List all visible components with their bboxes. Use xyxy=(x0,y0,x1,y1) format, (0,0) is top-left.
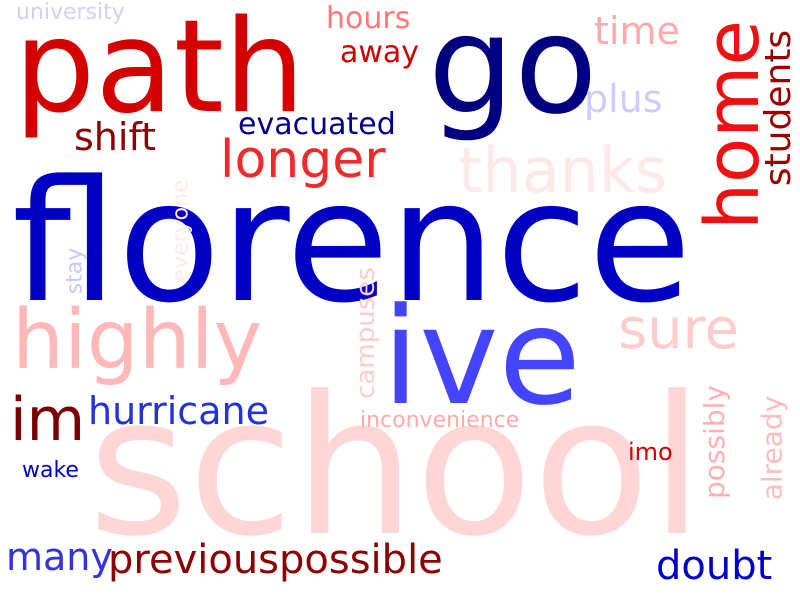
word-away: away xyxy=(340,35,420,70)
word-possibly: possibly xyxy=(697,385,731,499)
word-highly: highly xyxy=(12,293,263,388)
word-previouspossible: previouspossible xyxy=(108,537,443,583)
word-time: time xyxy=(594,9,680,53)
word-go: go xyxy=(428,0,598,145)
word-wake: wake xyxy=(22,458,79,483)
word-already: already xyxy=(755,395,789,501)
word-sure: sure xyxy=(618,297,739,362)
word-ive: ive xyxy=(382,279,581,435)
word-everyone: everyone xyxy=(168,179,194,283)
word-florence: florence xyxy=(12,144,692,340)
word-hours: hours xyxy=(326,1,411,36)
word-im: im xyxy=(10,385,86,455)
word-path: path xyxy=(14,0,305,142)
word-doubt: doubt xyxy=(656,543,773,589)
word-imo: imo xyxy=(628,438,673,466)
word-inconvenience: inconvenience xyxy=(360,408,520,433)
word-university: university xyxy=(16,0,125,25)
word-stay: stay xyxy=(62,247,88,295)
word-campuses: campuses xyxy=(350,267,381,399)
word-longer: longer xyxy=(220,130,386,190)
word-shift: shift xyxy=(74,115,157,159)
word-evacuated: evacuated xyxy=(238,107,396,142)
word-thanks: thanks xyxy=(458,134,668,207)
word-many: many xyxy=(6,535,113,579)
word-hurricane: hurricane xyxy=(88,389,269,433)
word-plus: plus xyxy=(584,77,663,121)
word-students: students xyxy=(758,29,800,187)
word-school: school xyxy=(88,356,704,579)
